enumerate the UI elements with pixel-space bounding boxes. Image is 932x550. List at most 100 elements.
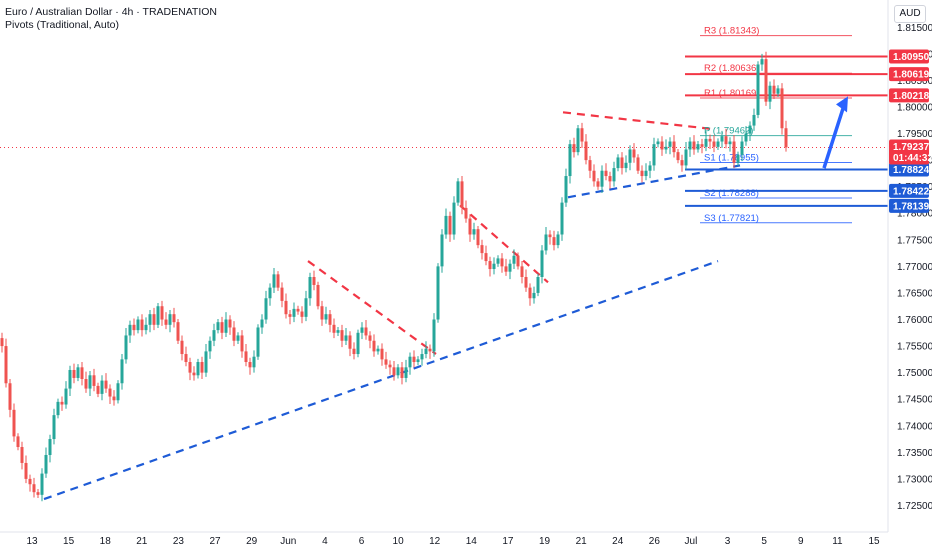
arrow-head bbox=[836, 96, 848, 113]
candle-body bbox=[448, 215, 452, 235]
candle-body bbox=[732, 141, 736, 163]
candle-body bbox=[540, 250, 544, 277]
candle-body bbox=[144, 324, 148, 331]
candle-body bbox=[156, 306, 160, 325]
y-tick-label: 1.74500 bbox=[897, 395, 932, 406]
x-tick-label: Jun bbox=[280, 536, 296, 547]
candle-body bbox=[372, 340, 376, 352]
current-price-tag bbox=[889, 139, 929, 165]
x-tick-label: 14 bbox=[466, 536, 478, 547]
candle-body bbox=[472, 229, 476, 235]
candle-body bbox=[300, 311, 304, 317]
candle-body bbox=[508, 263, 512, 272]
y-tick-label: 1.77000 bbox=[897, 262, 932, 273]
candle-body bbox=[112, 396, 116, 401]
candle-body bbox=[136, 319, 140, 331]
x-tick-label: 11 bbox=[832, 536, 843, 547]
candle-body bbox=[456, 181, 460, 203]
candle-body bbox=[244, 351, 248, 363]
candle-body bbox=[240, 335, 244, 352]
candle-body bbox=[440, 234, 444, 267]
candle-body bbox=[268, 287, 272, 299]
candle-body bbox=[304, 298, 308, 317]
candle-body bbox=[24, 462, 28, 479]
y-tick-label: 1.80000 bbox=[897, 102, 932, 113]
candle-body bbox=[532, 292, 536, 299]
current-price-label: 1.79237 bbox=[893, 142, 930, 153]
candle-body bbox=[188, 362, 192, 373]
candle-body bbox=[444, 215, 448, 235]
level-price-tag-label: 1.80619 bbox=[893, 70, 930, 81]
candle-body bbox=[204, 351, 208, 373]
candle-body bbox=[340, 330, 344, 341]
candle-body bbox=[412, 356, 416, 363]
candle-body bbox=[604, 170, 608, 177]
level-price-tag bbox=[889, 49, 929, 64]
candle-body bbox=[588, 160, 592, 171]
candle-body bbox=[248, 362, 252, 368]
candle-body bbox=[548, 234, 552, 238]
candle-body bbox=[536, 277, 540, 293]
candle-body bbox=[500, 258, 504, 267]
candle-body bbox=[264, 298, 268, 320]
candle-body bbox=[208, 340, 212, 352]
x-tick-label: Jul bbox=[685, 536, 698, 547]
candle-body bbox=[272, 274, 276, 288]
x-tick-label: 24 bbox=[612, 536, 624, 547]
pivot-label: R2 (1.80636) bbox=[704, 63, 759, 74]
candle-body bbox=[284, 300, 288, 315]
level-price-tag bbox=[889, 88, 929, 103]
candle-body bbox=[676, 152, 680, 161]
x-tick-label: 15 bbox=[63, 536, 75, 547]
candle-body bbox=[484, 253, 488, 262]
candle-body bbox=[468, 218, 472, 235]
countdown-label: 01:44:32 bbox=[893, 153, 932, 164]
candle-body bbox=[32, 484, 36, 493]
candle-body bbox=[424, 348, 428, 355]
candle-body bbox=[560, 202, 564, 235]
candle-body bbox=[280, 287, 284, 301]
candle-body bbox=[408, 356, 412, 368]
candle-body bbox=[324, 314, 328, 320]
candle-body bbox=[460, 181, 464, 208]
y-tick-label: 1.75500 bbox=[897, 342, 932, 353]
candle-body bbox=[452, 202, 456, 235]
candle-body bbox=[348, 335, 352, 349]
candle-body bbox=[476, 229, 480, 246]
candle-body bbox=[104, 380, 108, 389]
candle-body bbox=[108, 388, 112, 397]
candle-body bbox=[168, 314, 172, 325]
y-tick-label: 1.76500 bbox=[897, 288, 932, 299]
candle-body bbox=[712, 141, 716, 147]
candle-body bbox=[388, 364, 392, 368]
candle-body bbox=[76, 367, 80, 378]
candle-body bbox=[252, 356, 256, 368]
support-trendline bbox=[567, 164, 741, 199]
candle-body bbox=[148, 314, 152, 325]
candle-body bbox=[236, 335, 240, 341]
candle-body bbox=[384, 359, 388, 365]
candle-body bbox=[776, 88, 780, 94]
candle-body bbox=[684, 149, 688, 166]
candle-body bbox=[376, 348, 380, 352]
candle-body bbox=[380, 348, 384, 360]
level-price-tag-label: 1.78824 bbox=[893, 165, 930, 176]
candle-body bbox=[404, 367, 408, 378]
candle-body bbox=[580, 128, 584, 142]
candle-body bbox=[512, 255, 516, 264]
candle-body bbox=[696, 144, 700, 150]
candle-body bbox=[620, 157, 624, 169]
y-tick-label: 1.79500 bbox=[897, 129, 932, 140]
candle-body bbox=[96, 385, 100, 394]
candle-body bbox=[28, 478, 32, 485]
candle-body bbox=[420, 354, 424, 360]
candle-body bbox=[716, 141, 720, 147]
currency-button[interactable]: AUD bbox=[894, 5, 926, 23]
candle-body bbox=[172, 314, 176, 323]
candle-body bbox=[568, 144, 572, 177]
candle-body bbox=[760, 59, 764, 65]
candle-body bbox=[428, 348, 432, 352]
candle-body bbox=[480, 245, 484, 254]
y-tick-label: 1.77500 bbox=[897, 235, 932, 246]
